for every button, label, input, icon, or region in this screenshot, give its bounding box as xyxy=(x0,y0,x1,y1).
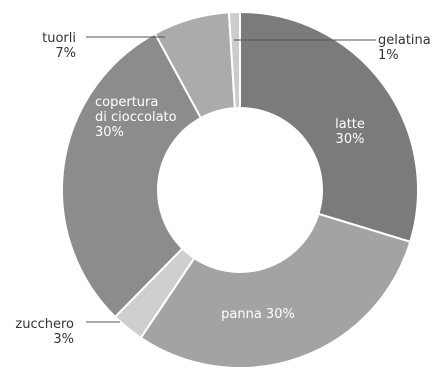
slices-group xyxy=(61,10,419,369)
slice-copertura xyxy=(61,32,203,319)
label-tuorli-line: 7% xyxy=(55,46,76,61)
slice-latte xyxy=(239,10,419,244)
label-copertura: copertura di cioccolato 30% xyxy=(95,95,177,140)
leader-lines xyxy=(86,36,376,323)
label-latte: latte 30% xyxy=(335,117,365,147)
label-tuorli: tuorli 7% xyxy=(42,31,76,61)
label-copertura-line: copertura xyxy=(95,95,158,110)
label-zucchero: zucchero 3% xyxy=(15,317,74,347)
label-copertura-line: 30% xyxy=(95,125,124,140)
label-zucchero-line: 3% xyxy=(53,332,74,347)
label-panna: panna 30% xyxy=(221,307,295,322)
label-zucchero-line: zucchero xyxy=(15,317,74,332)
slice-panna xyxy=(139,212,412,369)
label-gelatina: gelatina 1% xyxy=(378,33,431,63)
label-tuorli-line: tuorli xyxy=(42,31,76,46)
label-panna-line: panna 30% xyxy=(221,307,295,322)
slice-labels: latte 30%panna 30%zucchero 3%copertura di c… xyxy=(15,31,430,347)
label-latte-line: latte xyxy=(335,117,365,132)
slice-gelatina xyxy=(227,10,241,110)
label-gelatina-line: gelatina xyxy=(378,33,431,48)
label-copertura-line: di cioccolato xyxy=(95,110,177,125)
label-latte-line: 30% xyxy=(336,132,365,147)
label-gelatina-line: 1% xyxy=(378,48,399,63)
